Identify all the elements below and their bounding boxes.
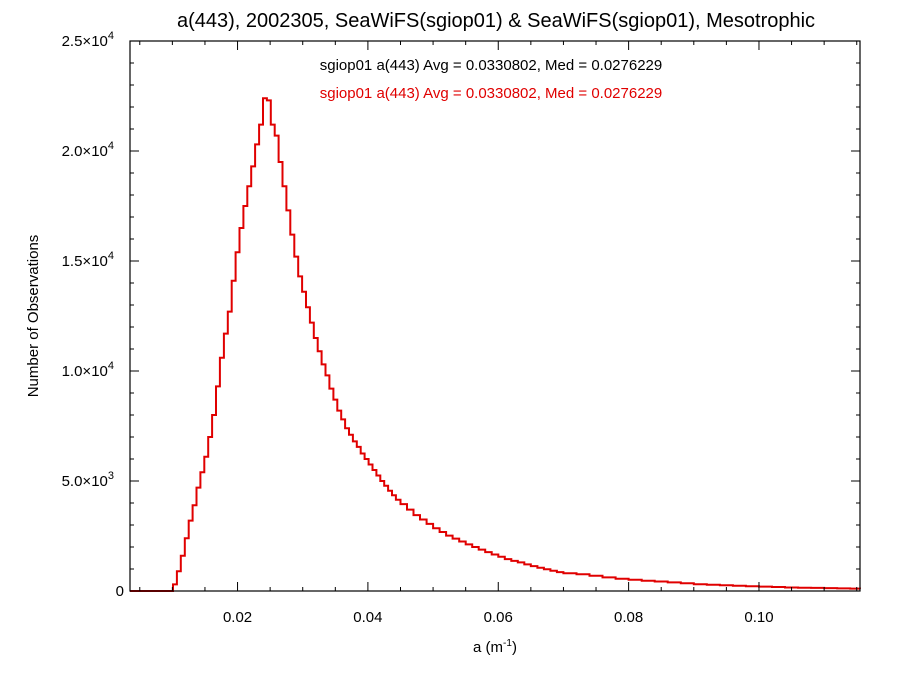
marks-layer	[130, 97, 861, 592]
y-tick-label-4: 2.0×104	[62, 140, 114, 160]
y-tick-label-1: 5.0×103	[62, 470, 114, 490]
y-axis-label: Number of Observations	[25, 235, 42, 398]
ticks-layer: 0.02 0.04 0.06 0.08 0.10 0 5.0×103 1.0×104 1.5×1…	[62, 30, 860, 626]
histogram-series-0	[130, 97, 861, 592]
x-tick-label-2: 0.06	[484, 609, 513, 626]
x-tick-label-3: 0.08	[614, 609, 643, 626]
x-tick-label-4: 0.10	[744, 609, 773, 626]
annotation-black: sgiop01 a(443) Avg = 0.0330802, Med = 0.…	[320, 57, 663, 74]
y-tick-label-0: 0	[116, 583, 124, 600]
x-tick-label-0: 0.02	[223, 609, 252, 626]
y-tick-label-2: 1.0×104	[62, 360, 114, 380]
plot-frame	[129, 40, 861, 592]
x-axis-label: a (m-1)	[473, 638, 517, 656]
y-tick-label-5: 2.5×104	[62, 30, 114, 50]
chart-title: a(443), 2002305, SeaWiFS(sgiop01) & SeaW…	[177, 10, 815, 32]
x-tick-label-1: 0.04	[353, 609, 382, 626]
annotation-red: sgiop01 a(443) Avg = 0.0330802, Med = 0.…	[320, 85, 663, 102]
y-tick-label-3: 1.5×104	[62, 250, 114, 270]
